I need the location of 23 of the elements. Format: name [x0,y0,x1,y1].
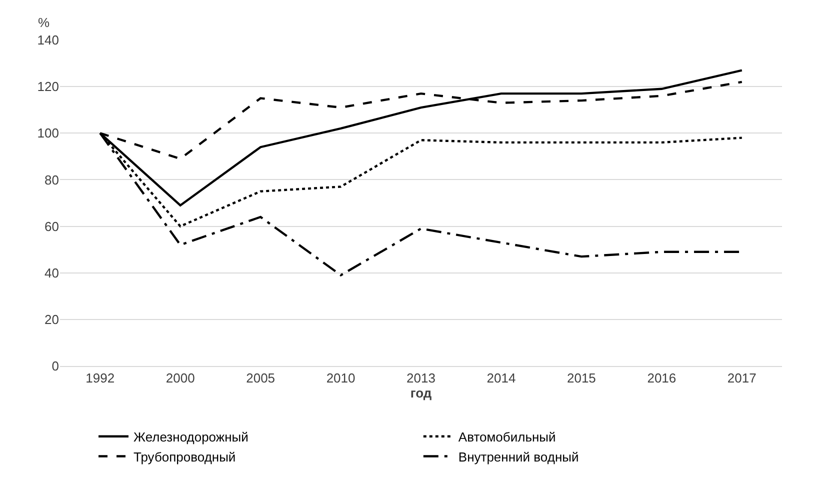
y-tick-label: 120 [37,79,59,94]
y-tick-label: 40 [44,265,59,280]
y-tick-label: 140 [37,32,59,48]
x-tick-label: 2000 [166,370,195,386]
x-tick-label: 2010 [326,370,356,386]
legend-label: Трубопроводный [134,449,236,464]
y-tick-label: 60 [44,218,59,234]
x-tick-label: 2016 [647,370,676,386]
legend-label: Внутренний водный [458,449,579,464]
x-axis-title: год [410,386,432,401]
legend-label: Автомобильный [458,429,556,444]
y-tick-label: 80 [44,172,59,188]
x-tick-label: 2013 [406,370,436,386]
y-tick-label: 20 [44,312,59,327]
x-tick-label: 2014 [486,370,516,386]
x-tick-label: 2017 [727,370,756,386]
y-axis-title: % [38,15,50,30]
y-tick-label: 0 [52,358,59,374]
x-tick-label: 2005 [246,370,276,386]
x-tick-label: 2015 [566,370,596,386]
y-tick-label: 100 [37,126,59,141]
legend-label: Железнодорожный [134,429,248,444]
x-tick-label: 1992 [86,370,115,386]
